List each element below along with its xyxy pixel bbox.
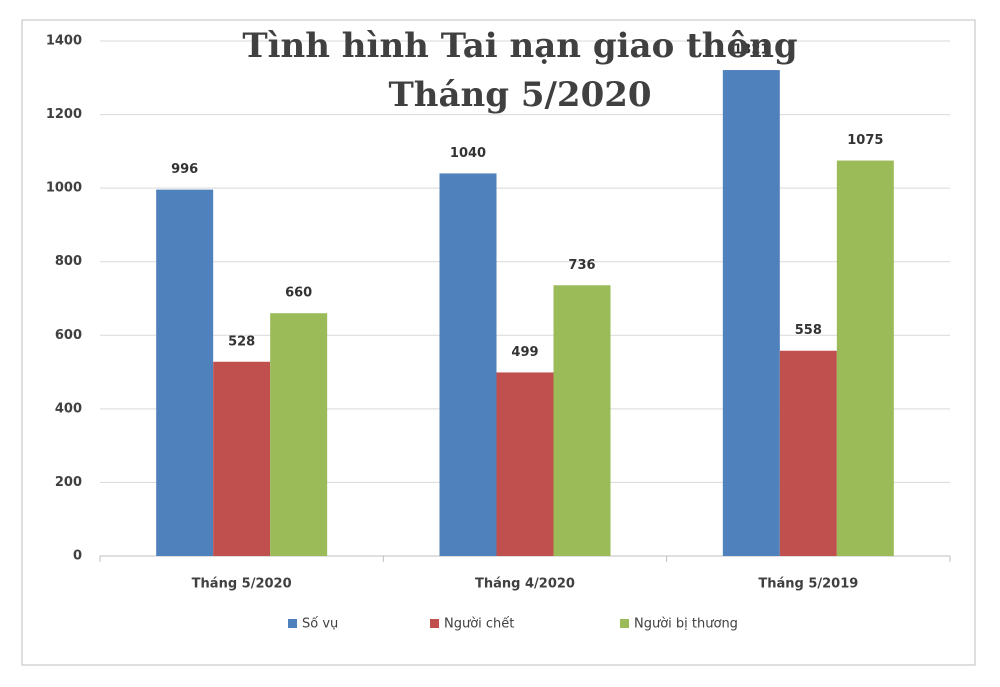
chart-title: Tháng 5/2020 xyxy=(388,75,651,115)
value-label: 1075 xyxy=(847,133,883,148)
value-label: 660 xyxy=(285,286,312,301)
y-tick-label: 200 xyxy=(55,475,82,490)
value-label: 528 xyxy=(228,334,255,349)
bar xyxy=(779,350,837,556)
bar xyxy=(496,372,554,556)
legend-label: Người bị thương xyxy=(634,617,738,632)
plot-area: 0 200 400 600 800 1000 1200 1400 Tháng 5/2020 996… xyxy=(46,34,951,592)
bar xyxy=(213,361,271,556)
y-tick-label: 0 xyxy=(73,549,82,564)
bar xyxy=(439,173,497,556)
y-tick-label: 1000 xyxy=(46,181,82,196)
bar xyxy=(553,285,611,556)
y-tick-label: 600 xyxy=(55,328,82,343)
value-label: 996 xyxy=(171,162,198,177)
legend-swatch xyxy=(620,619,629,628)
legend-label: Người chết xyxy=(444,617,514,632)
legend-label: Số vụ xyxy=(302,617,338,632)
y-tick-label: 800 xyxy=(55,254,82,269)
bar xyxy=(270,313,328,556)
chart-title: Tình hình Tai nạn giao thông xyxy=(242,26,797,66)
x-tick-label: Tháng 5/2019 xyxy=(758,577,858,592)
legend-swatch xyxy=(430,619,439,628)
y-tick-label: 400 xyxy=(55,401,82,416)
y-tick-label: 1400 xyxy=(46,34,82,49)
bar xyxy=(156,189,214,556)
value-label: 558 xyxy=(795,323,822,338)
value-label: 499 xyxy=(511,345,538,360)
x-tick-label: Tháng 5/2020 xyxy=(192,577,292,592)
x-tick-label: Tháng 4/2020 xyxy=(475,577,575,592)
value-label: 736 xyxy=(568,258,595,273)
legend-swatch xyxy=(288,619,297,628)
bar xyxy=(836,160,894,556)
value-label: 1321 xyxy=(733,43,769,58)
y-tick-label: 1200 xyxy=(46,107,82,122)
value-label: 1040 xyxy=(450,146,486,161)
bar xyxy=(722,70,780,556)
